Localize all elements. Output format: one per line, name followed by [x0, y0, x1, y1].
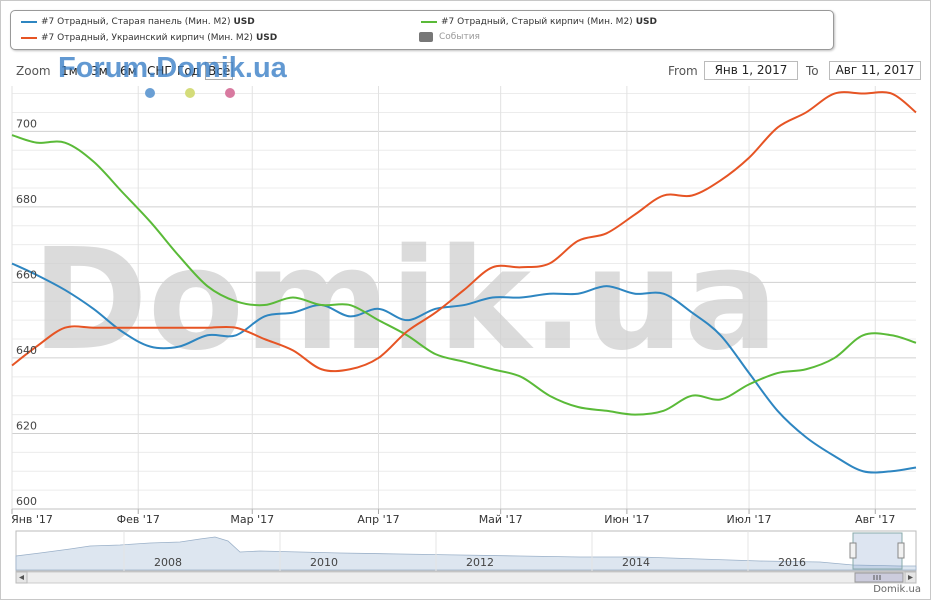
legend-line-icon	[421, 21, 437, 23]
forum-watermark: Forum.Domik.ua	[58, 52, 287, 84]
navigator-right-handle[interactable]	[897, 542, 905, 559]
navigator-left-handle[interactable]	[849, 542, 857, 559]
legend-square-icon	[419, 32, 433, 42]
to-date-input[interactable]: Авг 11, 2017	[829, 61, 921, 80]
navigator-year-label: 2010	[310, 556, 338, 569]
navigator-selection[interactable]	[852, 532, 903, 570]
grid-lines	[11, 86, 916, 510]
from-date-input[interactable]: Янв 1, 2017	[704, 61, 798, 80]
zoom-all-button[interactable]: Всё	[205, 62, 234, 80]
zoom-label: Zoom	[16, 64, 51, 78]
y-tick-label: 660	[16, 268, 37, 281]
y-tick-label: 680	[16, 193, 37, 206]
series-lines	[11, 91, 917, 474]
zoom-6m-button[interactable]: 6м	[120, 64, 137, 78]
navigator-year-labels: 2008 2010 2012 2014 2016	[123, 531, 806, 571]
y-tick-label: 700	[16, 117, 37, 130]
legend-line-icon	[21, 21, 37, 23]
scroll-left-arrow-icon	[19, 575, 24, 580]
x-tick-label: Янв '17	[11, 513, 53, 526]
scrollbar[interactable]	[15, 571, 917, 584]
scroll-grip-icon	[873, 575, 881, 580]
series-line-old-brick	[11, 134, 917, 416]
series-line-ukr-brick	[11, 91, 917, 373]
legend-label: События	[439, 32, 480, 42]
x-tick-label: Май '17	[479, 513, 523, 526]
legend-label: #7 Отрадный, Старая панель (Мин. M2)	[41, 17, 231, 27]
x-axis-ticks: Янв '17 Фев '17 Мар '17 Апр '17 Май '17 Июн '…	[11, 509, 895, 526]
to-label: To	[806, 64, 819, 78]
zoom-year-button[interactable]: Год	[177, 64, 200, 78]
y-tick-label: 640	[16, 344, 37, 357]
x-tick-label: Июн '17	[604, 513, 649, 526]
navigator[interactable]: 2008 2010 2012 2014 2016	[15, 530, 917, 572]
x-tick-label: Мар '17	[230, 513, 274, 526]
series-line-old-panel	[11, 262, 917, 474]
legend-label: #7 Отрадный, Старый кирпич (Мин. M2)	[441, 17, 633, 27]
scrollbar-track[interactable]	[15, 571, 917, 584]
y-tick-label: 620	[16, 419, 37, 432]
navigator-year-label: 2008	[154, 556, 182, 569]
legend-label: #7 Отрадный, Украинский кирпич (Мин. M2)	[41, 33, 253, 43]
scrollbar-thumb[interactable]	[854, 572, 904, 583]
x-tick-label: Фев '17	[117, 513, 160, 526]
y-axis-ticks: 600 620 640 660 680 700	[16, 117, 37, 508]
legend-unit: USD	[255, 33, 278, 43]
big-watermark: Domik.ua	[32, 219, 779, 382]
legend-line-icon	[21, 37, 37, 39]
legend-item-events[interactable]: События	[419, 32, 480, 42]
event-marker-dot	[185, 88, 195, 98]
legend-unit: USD	[635, 17, 657, 27]
legend: #7 Отрадный, Старая панель (Мин. M2) USD…	[10, 10, 834, 50]
event-marker-dot	[145, 88, 155, 98]
navigator-area	[15, 536, 917, 571]
event-marker-dot	[225, 88, 235, 98]
x-tick-label: Июл '17	[727, 513, 772, 526]
navigator-year-label: 2016	[778, 556, 806, 569]
zoom-3m-button[interactable]: 3м	[91, 64, 108, 78]
zoom-ytd-button[interactable]: СНГ	[147, 64, 172, 78]
zoom-1m-button[interactable]: 1м	[61, 64, 78, 78]
footer-credit: Domik.ua	[873, 584, 921, 595]
from-label: From	[668, 64, 698, 78]
x-tick-label: Авг '17	[855, 513, 895, 526]
y-tick-label: 600	[16, 495, 37, 508]
legend-item-old-panel[interactable]: #7 Отрадный, Старая панель (Мин. M2) USD	[21, 17, 255, 27]
legend-item-ukr-brick[interactable]: #7 Отрадный, Украинский кирпич (Мин. M2)…	[21, 33, 277, 43]
legend-item-old-brick[interactable]: #7 Отрадный, Старый кирпич (Мин. M2) USD	[421, 17, 657, 27]
scroll-right-arrow-icon	[908, 575, 913, 580]
navigator-year-label: 2012	[466, 556, 494, 569]
navigator-year-label: 2014	[622, 556, 650, 569]
legend-unit: USD	[233, 17, 255, 27]
event-markers	[145, 88, 235, 98]
x-tick-label: Апр '17	[357, 513, 399, 526]
